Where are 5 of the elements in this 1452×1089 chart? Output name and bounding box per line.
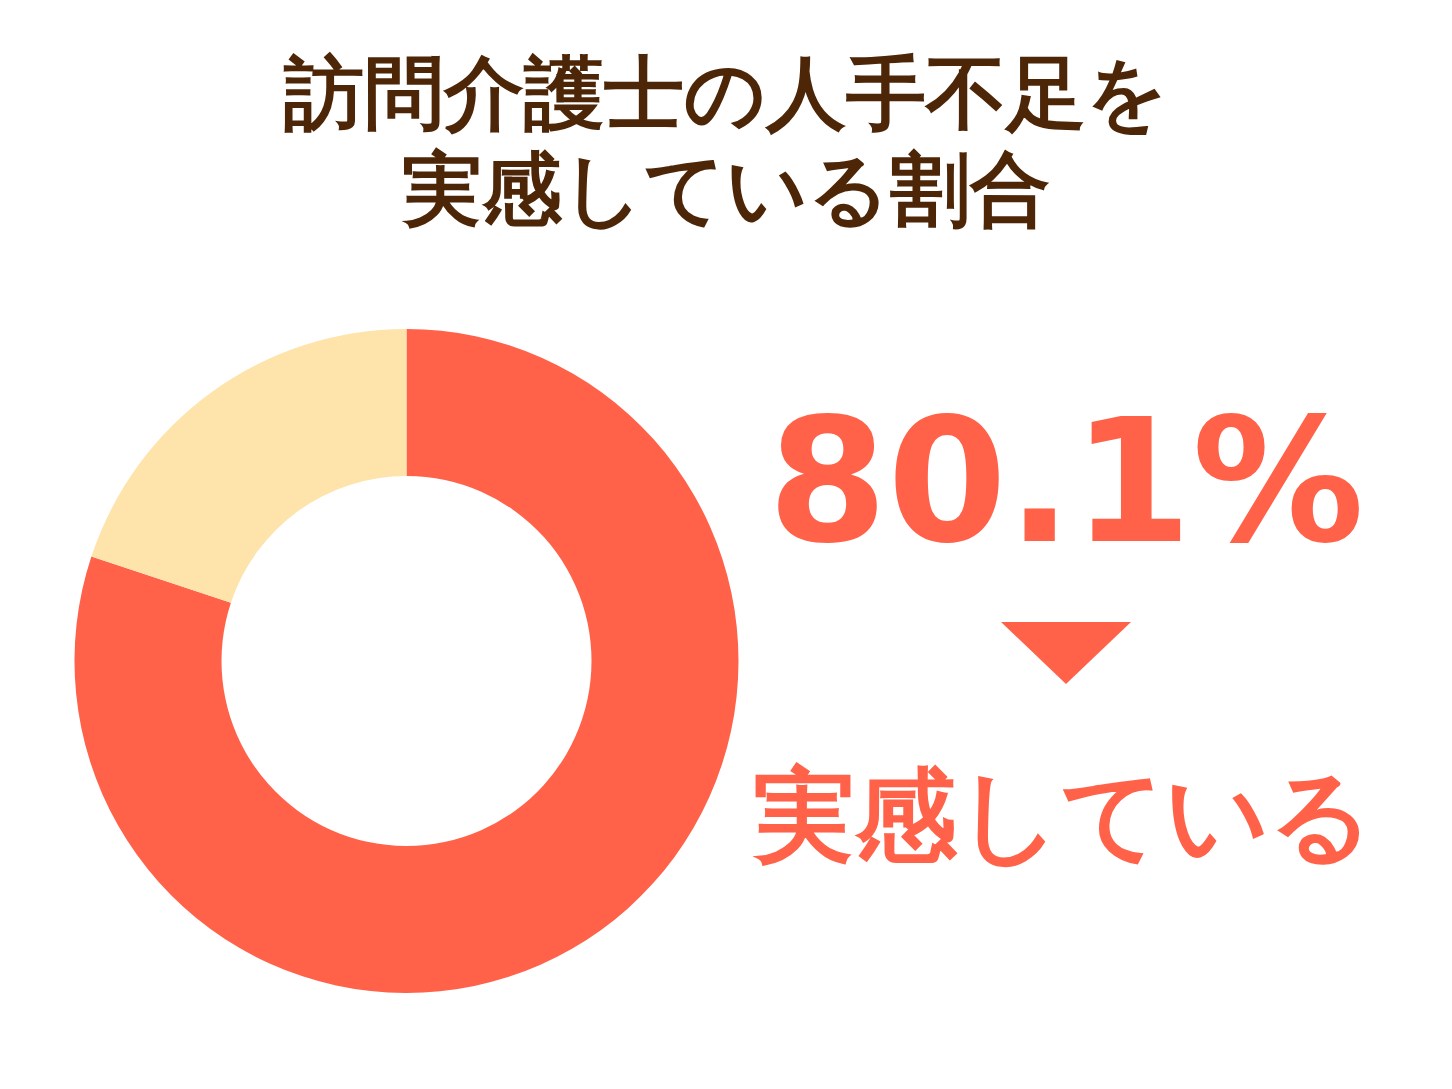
donut-slice xyxy=(75,329,739,993)
donut-slice xyxy=(91,329,407,603)
legend-label: 実感している xyxy=(752,756,1373,875)
data-label: 80.1% xyxy=(767,381,1365,582)
chart-title: 訪問介護士の人手不足を実感している割合 xyxy=(282,46,1169,238)
